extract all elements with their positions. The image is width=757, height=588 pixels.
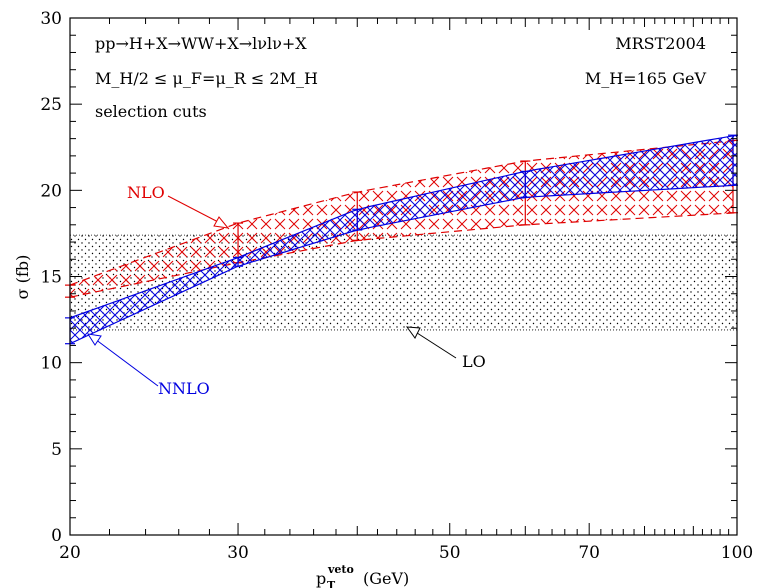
bands-layer: [65, 134, 738, 345]
lo-series-label: LO: [462, 352, 486, 371]
x-tick-label: 100: [721, 543, 753, 563]
x-axis-title-sup: veto: [327, 563, 354, 576]
lo-arrow-head: [405, 326, 421, 339]
higgs-mass-label: M_H=165 GeV: [585, 69, 707, 88]
nlo-lower-edge: [69, 212, 738, 298]
nlo-arrow-line: [167, 195, 223, 225]
nnlo-series-label: NNLO: [158, 379, 210, 398]
nnlo-upper-edge: [69, 134, 738, 319]
nnlo-band: [70, 135, 737, 344]
tick-labels-layer: 0 5 10 15 20 25 30 20 30 50 70 100: [40, 9, 753, 563]
nlo-series-label: NLO: [127, 183, 165, 202]
nnlo-point-marker: [352, 208, 363, 231]
nlo-upper-edge: [69, 139, 738, 286]
nnlo-arrow-line: [94, 338, 159, 387]
nnlo-lower-edge: [69, 184, 738, 345]
nnlo-arrow-head: [86, 333, 102, 346]
y-tick-label: 0: [51, 526, 62, 546]
x-axis-title-sub: T: [327, 579, 336, 588]
nnlo-point-marker: [728, 134, 738, 186]
x-axis-title: p T veto (GeV): [316, 563, 409, 588]
process-label: pp→H+X→WW+X→lνlν+X: [95, 34, 307, 53]
y-axis-title: σ (fb): [13, 255, 32, 300]
y-tick-label: 10: [40, 354, 62, 374]
x-tick-label: 30: [227, 543, 249, 563]
x-tick-label: 70: [578, 543, 600, 563]
nnlo-point-marker: [520, 170, 531, 198]
pdf-label: MRST2004: [615, 34, 706, 53]
y-tick-label: 20: [40, 181, 62, 201]
y-tick-label: 30: [40, 9, 62, 29]
scale-range-label: M_H/2 ≤ μ_F=μ_R ≤ 2M_H: [95, 69, 318, 88]
x-axis-title-main: p: [316, 569, 326, 588]
cuts-label: selection cuts: [95, 102, 207, 121]
x-tick-label: 50: [439, 543, 461, 563]
x-tick-label: 20: [59, 543, 81, 563]
nnlo-point-marker: [233, 256, 244, 267]
y-tick-label: 5: [51, 440, 62, 460]
y-tick-label: 25: [40, 95, 62, 115]
lo-arrow-line: [413, 330, 457, 359]
x-axis-title-unit: (GeV): [363, 569, 409, 588]
y-tick-label: 15: [40, 268, 62, 288]
nlo-arrow-head: [213, 216, 230, 229]
plot-frame: [69, 17, 738, 536]
